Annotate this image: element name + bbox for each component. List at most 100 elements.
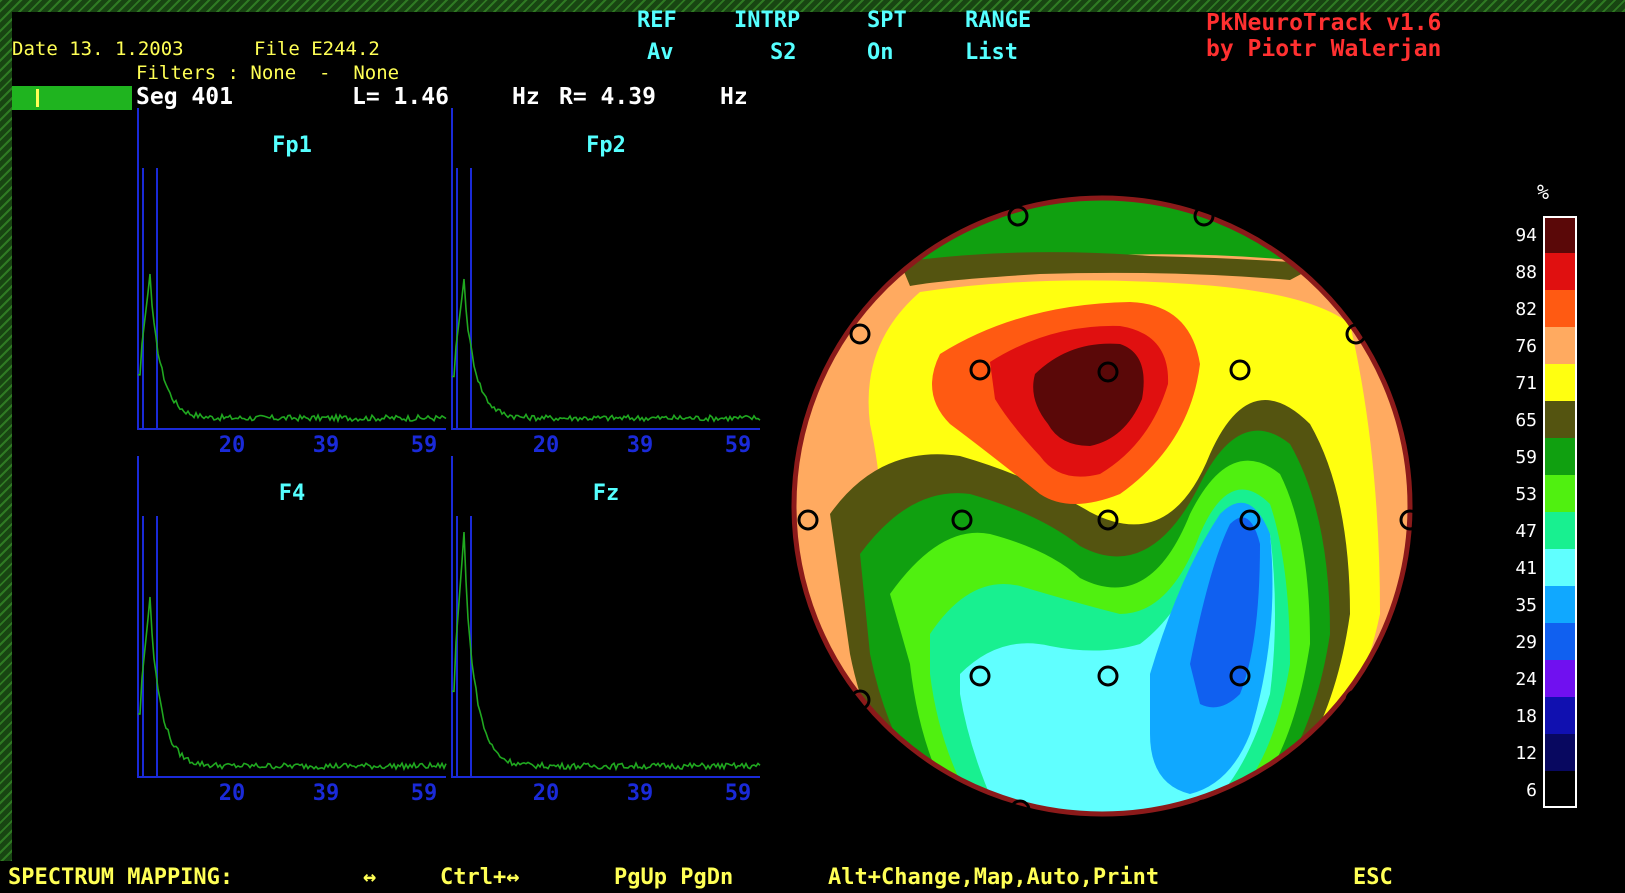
legend-value: 65 xyxy=(1515,410,1537,431)
range-label: RANGE xyxy=(965,8,1032,33)
freq-tick-label: 39 xyxy=(627,433,654,458)
channel-label: Fp1 xyxy=(272,133,312,158)
range-value[interactable]: List xyxy=(965,40,1018,65)
legend-swatch xyxy=(1543,253,1577,290)
legend-swatch xyxy=(1543,549,1577,586)
freq-tick-label: 20 xyxy=(533,781,560,806)
spectrum-trace xyxy=(452,278,761,423)
screen-area: Date 13. 1.2003 File E244.2 Filters : No… xyxy=(12,8,1625,861)
legend-value: 94 xyxy=(1515,225,1537,246)
electrode-marker[interactable] xyxy=(1097,509,1119,531)
electrode-marker[interactable] xyxy=(1007,205,1029,227)
mode-title: SPECTRUM MAPPING: xyxy=(8,865,234,890)
high-freq-value: R= 4.39 xyxy=(559,84,656,110)
low-freq-value: L= 1.46 xyxy=(352,84,449,110)
legend-value: 82 xyxy=(1515,299,1537,320)
legend-swatch xyxy=(1543,216,1577,253)
legend-value: 6 xyxy=(1526,780,1537,801)
legend-value: 35 xyxy=(1515,595,1537,616)
spectrum-axes xyxy=(137,456,446,778)
spectrum-trace xyxy=(138,273,447,424)
electrode-marker[interactable] xyxy=(1239,509,1261,531)
spectrum-trace xyxy=(452,531,761,772)
freq-tick-label: 59 xyxy=(411,781,438,806)
electrode-marker[interactable] xyxy=(1399,509,1421,531)
spectrum-axes xyxy=(451,456,760,778)
legend-swatch xyxy=(1543,771,1577,808)
channel-label: Fp2 xyxy=(586,133,626,158)
freq-tick-label: 59 xyxy=(725,781,752,806)
low-freq-unit: Hz xyxy=(512,84,540,110)
legend-value: 12 xyxy=(1515,743,1537,764)
file-text: File E244.2 xyxy=(254,38,380,60)
electrode-marker[interactable] xyxy=(969,359,991,381)
electrode-marker[interactable] xyxy=(1097,665,1119,687)
ref-value[interactable]: Av xyxy=(647,40,674,65)
spt-value[interactable]: On xyxy=(867,40,894,65)
topographic-map[interactable] xyxy=(790,194,1421,821)
freq-tick-label: 59 xyxy=(725,433,752,458)
legend-value: 88 xyxy=(1515,262,1537,283)
electrode-marker[interactable] xyxy=(1193,205,1215,227)
contour-blue-region xyxy=(1190,517,1260,708)
legend-swatch xyxy=(1543,290,1577,327)
arrow-keys-hint[interactable]: ↔ xyxy=(363,865,377,890)
electrode-marker[interactable] xyxy=(1097,361,1119,383)
freq-tick-label: 39 xyxy=(313,781,340,806)
intrp-label: INTRP xyxy=(734,8,801,33)
freq-tick-label: 59 xyxy=(411,433,438,458)
spectrum-panel-fp2[interactable]: Fp2 20 39 59 xyxy=(450,108,761,458)
freq-tick-label: 20 xyxy=(219,433,246,458)
legend-value: 47 xyxy=(1515,521,1537,542)
freq-tick-label: 39 xyxy=(313,433,340,458)
legend-value: 71 xyxy=(1515,373,1537,394)
electrode-marker[interactable] xyxy=(1193,799,1215,821)
contour-top-olive xyxy=(900,252,1320,286)
legend-value: 24 xyxy=(1515,669,1537,690)
intrp-value[interactable]: S2 xyxy=(770,40,797,65)
spectrum-panel-fp1[interactable]: Fp1 20 39 59 xyxy=(136,108,447,458)
electrode-marker[interactable] xyxy=(849,689,871,711)
electrode-marker[interactable] xyxy=(1345,689,1367,711)
escape-hint[interactable]: ESC xyxy=(1353,865,1393,890)
legend-value: 53 xyxy=(1515,484,1537,505)
spectrum-panel-f4[interactable]: F4 20 39 59 xyxy=(136,456,447,806)
date-text: Date 13. 1.2003 xyxy=(12,38,184,60)
electrode-marker[interactable] xyxy=(951,509,973,531)
legend-swatch xyxy=(1543,734,1577,771)
segment-number: Seg 401 xyxy=(136,84,233,110)
segment-position-bar[interactable] xyxy=(12,86,132,110)
high-freq-unit: Hz xyxy=(720,84,748,110)
electrode-marker[interactable] xyxy=(797,509,819,531)
color-legend: 94 88 82 76 71 65 59 53 47 41 35 29 24 18 12 6 xyxy=(1477,216,1625,808)
head-outline xyxy=(791,195,1413,817)
electrode-marker[interactable] xyxy=(849,323,871,345)
electrode-marker[interactable] xyxy=(969,665,991,687)
legend-swatch xyxy=(1543,364,1577,401)
legend-swatch xyxy=(1543,475,1577,512)
spt-label: SPT xyxy=(867,8,907,33)
page-keys-hint[interactable]: PgUp PgDn xyxy=(614,865,734,890)
alt-options-hint[interactable]: Alt+Change,Map,Auto,Print xyxy=(828,865,1160,890)
channel-label: Fz xyxy=(593,481,620,506)
filters-text: Filters : None - None xyxy=(136,62,400,84)
segment-cursor[interactable] xyxy=(36,89,39,107)
ctrl-arrows-hint[interactable]: Ctrl+↔ xyxy=(440,865,520,890)
electrode-marker[interactable] xyxy=(1229,665,1251,687)
spectrum-axes xyxy=(137,108,446,430)
electrode-marker[interactable] xyxy=(1345,323,1367,345)
legend-value: 29 xyxy=(1515,632,1537,653)
app-author: by Piotr Walerjan xyxy=(1206,36,1442,62)
legend-swatch xyxy=(1543,401,1577,438)
spectrum-panel-fz[interactable]: Fz 20 39 59 xyxy=(450,456,761,806)
ref-label: REF xyxy=(637,8,677,33)
legend-swatch xyxy=(1543,438,1577,475)
electrode-marker[interactable] xyxy=(1009,799,1031,821)
electrode-marker[interactable] xyxy=(1229,359,1251,381)
spectrum-trace xyxy=(138,596,447,772)
legend-swatch xyxy=(1543,586,1577,623)
legend-swatch xyxy=(1543,327,1577,364)
freq-tick-label: 20 xyxy=(533,433,560,458)
status-bar: SPECTRUM MAPPING: ↔ Ctrl+↔ PgUp PgDn Alt… xyxy=(0,861,1625,893)
freq-tick-label: 20 xyxy=(219,781,246,806)
